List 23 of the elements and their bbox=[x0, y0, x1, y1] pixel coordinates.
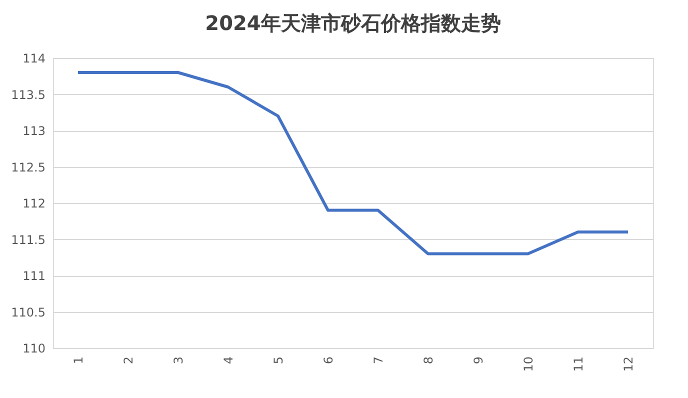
x-tick-label: 1 bbox=[72, 356, 86, 364]
x-tick-label: 6 bbox=[322, 356, 336, 364]
x-tick-label: 5 bbox=[272, 356, 286, 364]
x-tick-label: 2 bbox=[122, 356, 136, 364]
x-tick-label: 9 bbox=[472, 356, 486, 364]
y-tick-label: 113 bbox=[22, 124, 46, 138]
y-tick-label: 114 bbox=[22, 52, 46, 66]
x-tick-label: 3 bbox=[172, 356, 186, 364]
y-tick-label: 110.5 bbox=[11, 305, 46, 320]
x-tick-label: 8 bbox=[422, 356, 436, 364]
y-tick-label: 110 bbox=[22, 342, 46, 356]
x-tick-label: 4 bbox=[222, 356, 236, 364]
y-tick-label: 112 bbox=[22, 196, 46, 210]
y-tick-label: 111.5 bbox=[11, 232, 46, 247]
y-tick-label: 111 bbox=[22, 269, 46, 283]
x-tick-label: 11 bbox=[572, 356, 586, 372]
chart-title: 2024年天津市砂石价格指数走势 bbox=[205, 11, 501, 35]
x-tick-label: 10 bbox=[522, 356, 536, 372]
y-tick-label: 113.5 bbox=[11, 88, 46, 102]
y-tick-label: 112.5 bbox=[11, 160, 46, 174]
x-tick-label: 12 bbox=[622, 356, 636, 372]
x-tick-label: 7 bbox=[372, 356, 386, 364]
line-series bbox=[76, 71, 630, 256]
